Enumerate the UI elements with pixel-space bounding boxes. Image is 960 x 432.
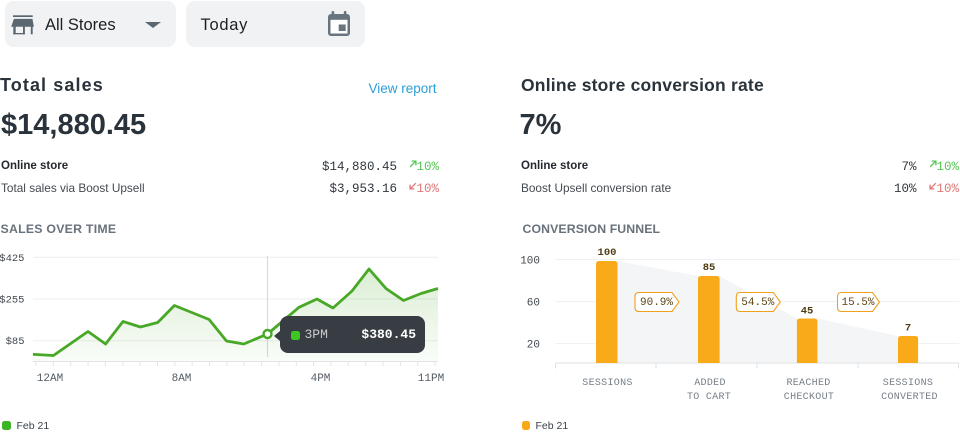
svg-text:8AM: 8AM [172, 373, 192, 385]
svg-text:45: 45 [801, 306, 814, 318]
svg-text:12AM: 12AM [37, 373, 63, 385]
svg-text:60: 60 [527, 297, 540, 309]
svg-text:7: 7 [905, 323, 911, 335]
svg-text:90.9%: 90.9% [640, 297, 673, 309]
svg-text:ADDED: ADDED [694, 378, 726, 389]
svg-text:TO CART: TO CART [687, 392, 731, 403]
svg-text:15.5%: 15.5% [842, 297, 875, 309]
svg-text:54.5%: 54.5% [741, 297, 774, 309]
svg-text:$85: $85 [6, 336, 25, 348]
svg-text:100: 100 [598, 247, 617, 259]
svg-text:REACHED: REACHED [786, 378, 830, 389]
svg-text:CONVERTED: CONVERTED [881, 392, 938, 403]
svg-text:CHECKOUT: CHECKOUT [784, 392, 834, 403]
svg-text:4PM: 4PM [311, 373, 331, 385]
svg-text:$425: $425 [0, 253, 25, 265]
svg-text:20: 20 [527, 339, 540, 351]
svg-text:$255: $255 [0, 295, 25, 307]
svg-text:100: 100 [520, 255, 540, 267]
svg-text:SESSIONS: SESSIONS [582, 378, 632, 389]
svg-text:85: 85 [703, 262, 716, 274]
svg-text:SESSIONS: SESSIONS [883, 378, 933, 389]
svg-text:11PM: 11PM [418, 373, 444, 385]
